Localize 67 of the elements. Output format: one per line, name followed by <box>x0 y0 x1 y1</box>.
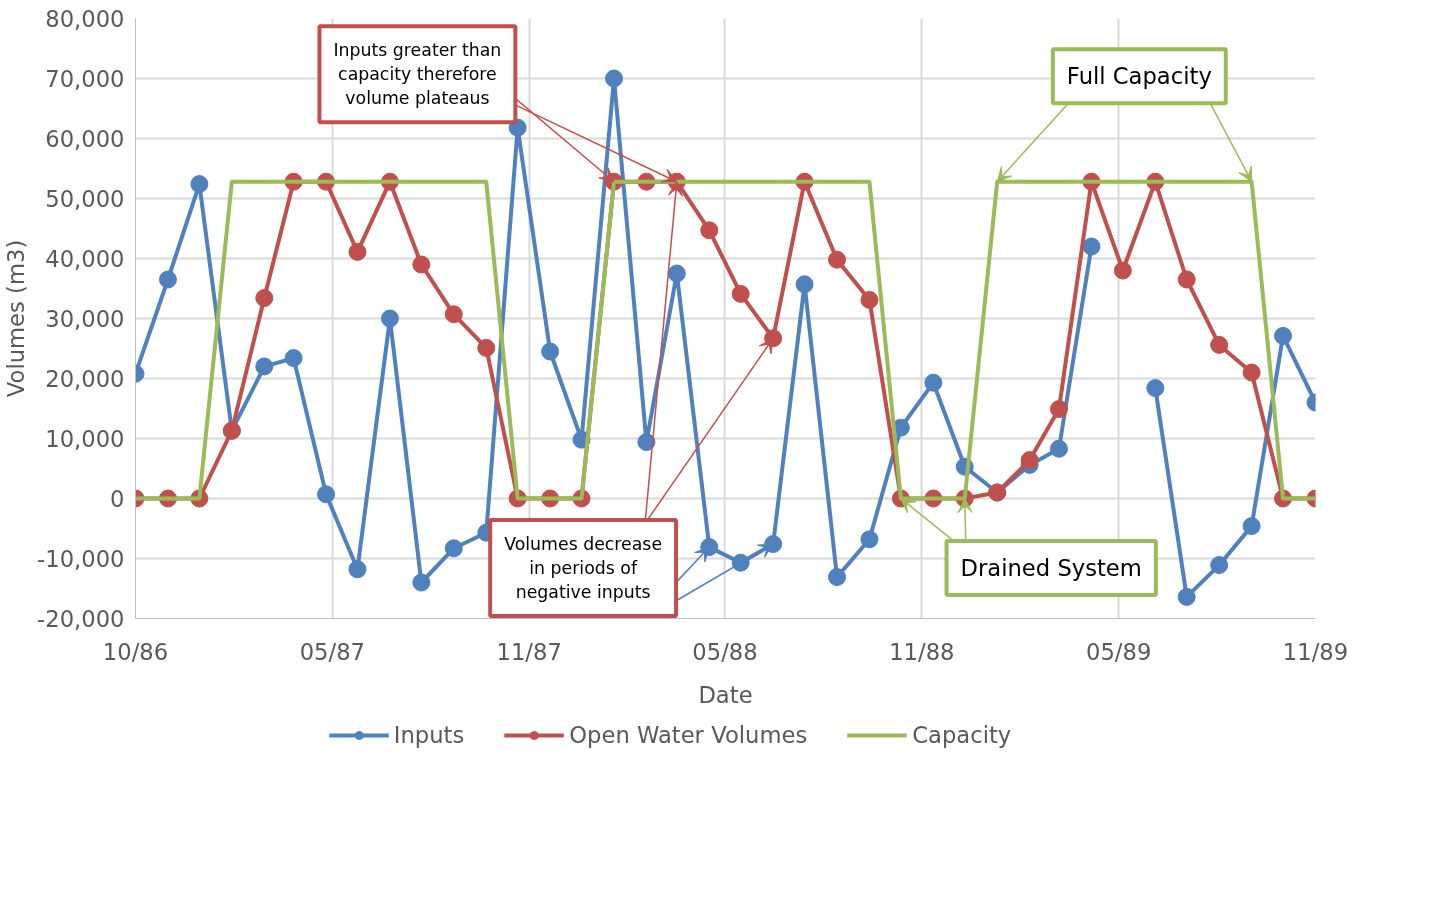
point <box>412 255 431 274</box>
y-tick-label: 50,000 <box>45 186 125 212</box>
y-tick-label: 30,000 <box>45 306 125 332</box>
point <box>731 553 750 572</box>
x-tick-label: 11/87 <box>496 638 562 665</box>
point <box>1210 556 1229 575</box>
y-tick-label: 70,000 <box>45 66 125 92</box>
point <box>700 221 719 240</box>
x-tick-label: 11/89 <box>1282 638 1349 665</box>
point <box>317 485 336 504</box>
point <box>190 175 209 194</box>
point <box>1177 587 1196 606</box>
legend-label: Capacity <box>912 722 1012 748</box>
y-tick-label: 0 <box>110 486 125 512</box>
point <box>1049 439 1068 458</box>
annotation: Inputs greater than capacity therefore volume plateaus <box>333 40 502 109</box>
y-tick-label: 40,000 <box>45 246 125 272</box>
point <box>412 573 431 592</box>
point <box>637 433 656 452</box>
x-tick-label: 05/87 <box>299 638 365 665</box>
x-axis-title: Date <box>698 681 753 708</box>
point <box>924 373 943 392</box>
point <box>731 284 750 303</box>
point <box>860 290 879 309</box>
point <box>1242 363 1261 382</box>
point <box>1177 270 1196 289</box>
x-tick-label: 11/88 <box>889 638 955 665</box>
annotation: Volumes decrease in periods of negative inputs <box>504 534 663 602</box>
point <box>667 264 686 283</box>
y-axis-title: Volumes (m3) <box>3 239 30 398</box>
point <box>255 357 274 376</box>
legend-label: Inputs <box>393 722 465 748</box>
y-tick-label: -10,000 <box>37 546 125 572</box>
point <box>1146 379 1165 398</box>
y-tick-label: -20,000 <box>37 606 125 632</box>
point <box>158 270 177 289</box>
point <box>348 560 367 579</box>
point <box>444 305 463 324</box>
point <box>604 69 623 88</box>
point <box>1020 451 1039 470</box>
y-tick-label: 20,000 <box>45 366 125 392</box>
legend-label: Open Water Volumes <box>569 722 808 748</box>
point <box>1210 335 1229 354</box>
annotation: Drained System <box>960 555 1142 581</box>
point <box>795 275 814 294</box>
point <box>1049 400 1068 419</box>
point <box>1082 237 1101 256</box>
point <box>255 289 274 308</box>
x-tick-label: 10/86 <box>102 638 169 665</box>
y-tick-label: 80,000 <box>45 6 125 32</box>
point <box>828 250 847 269</box>
point <box>541 342 560 361</box>
x-tick-label: 05/89 <box>1086 638 1152 665</box>
point <box>828 568 847 587</box>
point <box>860 530 879 549</box>
annotation: Full Capacity <box>1066 63 1212 90</box>
point <box>1113 261 1132 280</box>
point <box>380 309 399 328</box>
point <box>284 349 303 368</box>
point <box>1242 517 1261 536</box>
y-tick-label: 60,000 <box>45 126 125 152</box>
point <box>477 338 496 357</box>
point <box>348 242 367 261</box>
y-tick-label: 10,000 <box>45 426 125 452</box>
point <box>1274 326 1293 345</box>
x-tick-label: 05/88 <box>692 638 758 665</box>
point <box>444 539 463 558</box>
